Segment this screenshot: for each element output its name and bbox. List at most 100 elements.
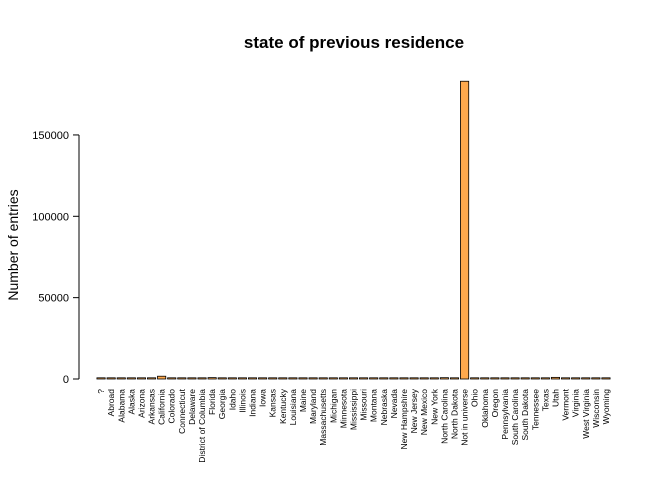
x-tick-label: Connecticut (177, 388, 187, 434)
y-tick-label: 100000 (32, 211, 69, 223)
bar (217, 377, 227, 380)
x-tick-label: Montana (369, 389, 379, 422)
x-tick-label: Texas (540, 389, 550, 411)
y-tick-label: 150000 (32, 130, 69, 142)
x-tick-label: Kentucky (278, 388, 288, 424)
bar (550, 376, 561, 380)
chart-title: state of previous residence (244, 33, 464, 52)
bar (197, 377, 207, 380)
bar (278, 377, 288, 380)
x-tick-label: ? (96, 389, 106, 394)
bar (490, 377, 500, 380)
bar (470, 377, 480, 380)
bar (96, 377, 106, 380)
x-tick-label: Delaware (187, 389, 197, 425)
x-tick-label: Wisconsin (591, 389, 601, 428)
bar (389, 377, 399, 380)
x-tick-label: Tennessee (530, 389, 540, 430)
x-tick-label: Maryland (308, 389, 318, 424)
x-tick-label: Indiana (248, 389, 258, 417)
bar (571, 377, 581, 380)
x-tick-label: Ohio (470, 389, 480, 407)
bar (439, 377, 449, 380)
x-tick-label: Missouri (359, 389, 369, 421)
x-tick-label: Louisiana (288, 389, 298, 426)
x-tick-label: Vermont (561, 388, 571, 420)
bar (328, 377, 338, 380)
x-tick-label: District of Columbia (197, 389, 207, 463)
x-tick-label: Oklahoma (480, 389, 490, 428)
bar (338, 377, 348, 380)
bar (480, 377, 490, 380)
bar (227, 377, 237, 380)
x-tick-label: Arkansas (147, 389, 157, 424)
bar (167, 377, 177, 380)
bar (126, 377, 136, 380)
bar (591, 377, 601, 380)
x-tick-label: Iowa (258, 389, 268, 407)
x-tick-label: Mississippi (349, 389, 359, 430)
bar (540, 377, 550, 380)
x-tick-label: Oregon (490, 389, 500, 418)
bar (268, 377, 278, 380)
bar (177, 377, 187, 380)
x-tick-label: Nevada (389, 389, 399, 419)
bar (429, 377, 439, 380)
bar (157, 375, 167, 380)
bar (510, 377, 520, 380)
bar (298, 377, 308, 380)
bar (449, 377, 460, 380)
bar (136, 377, 146, 380)
bar (106, 377, 116, 380)
x-tick-label: Colorado (167, 389, 177, 424)
x-tick-label: Kansas (268, 389, 278, 417)
bar (116, 377, 126, 380)
bar (187, 377, 197, 380)
x-tick-label: North Carolina (439, 389, 449, 444)
x-tick-label: New York (429, 388, 439, 425)
bar (288, 377, 298, 380)
x-tick-label: Wyoming (601, 389, 611, 425)
bar (318, 377, 328, 380)
x-tick-label: South Carolina (510, 389, 520, 446)
bar (561, 377, 571, 380)
y-axis: 0 50000 100000 150000 (32, 130, 80, 386)
x-tick-label: California (157, 389, 167, 425)
x-tick-label: Idaho (227, 389, 237, 411)
x-tick-label: Minnesota (338, 389, 348, 428)
bar (258, 377, 268, 380)
x-tick-label: Abroad (106, 389, 116, 417)
x-tick-label: Maine (298, 389, 308, 412)
x-tick-label: Illinois (237, 389, 247, 413)
x-tick-label: New Mexico (419, 389, 429, 436)
bar (530, 377, 540, 380)
bar (247, 377, 258, 380)
x-tick-label: Pennsylvania (500, 389, 510, 440)
bar (581, 377, 591, 380)
x-tick-label: Florida (207, 389, 217, 415)
y-tick-label: 50000 (38, 293, 69, 305)
x-tick-label: New Hampshire (399, 389, 409, 450)
bar (379, 377, 389, 380)
x-tick-label: Georgia (217, 389, 227, 420)
x-tick-label: Not in universe (460, 389, 470, 446)
x-tick-label: Utah (550, 389, 560, 407)
y-tick-label: 0 (63, 374, 69, 386)
bars (96, 80, 611, 380)
x-tick-label: Alabama (116, 389, 126, 423)
bar (207, 377, 217, 380)
bar (419, 377, 429, 380)
bar (399, 377, 409, 380)
bar (500, 377, 510, 380)
x-tick-label: Alaska (126, 389, 136, 415)
x-tick-label: North Dakota (449, 389, 459, 439)
bar (348, 377, 359, 380)
bar (237, 377, 247, 380)
bar (601, 377, 611, 380)
bar (359, 377, 369, 380)
x-tick-label: Michigan (328, 389, 338, 423)
x-tick-label: West Virginia (581, 389, 591, 439)
x-tick-label: Massachusetts (318, 389, 328, 446)
bar (520, 377, 530, 380)
